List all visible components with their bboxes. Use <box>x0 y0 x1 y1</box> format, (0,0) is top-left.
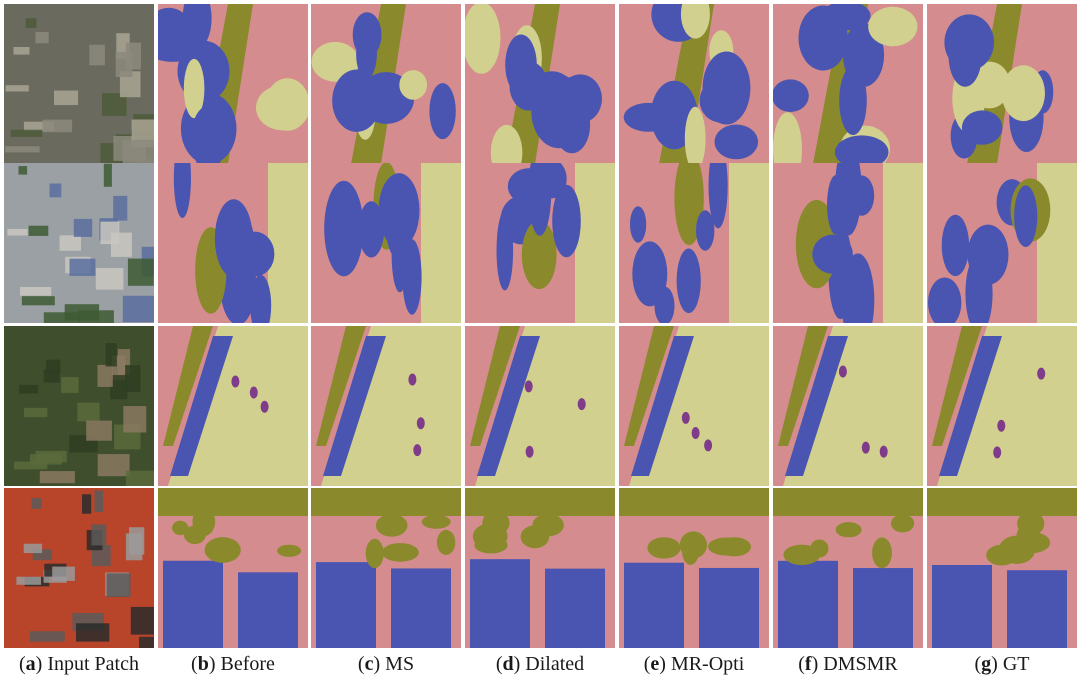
caption-e: (e) MR-Opti <box>643 653 745 675</box>
input-patch-1 <box>4 4 154 164</box>
caption-letter: d <box>502 653 514 675</box>
segmentation-panel-3 <box>927 326 1077 486</box>
segmentation-panel-4 <box>465 488 615 648</box>
segmentation-panel-2 <box>158 163 308 323</box>
caption-a: (a) Input Patch <box>19 653 139 675</box>
segmentation-panel-3 <box>465 326 615 486</box>
input-patch-3 <box>4 326 154 486</box>
segmentation-panel-3 <box>619 326 769 486</box>
caption-b: (b) Before <box>191 653 275 675</box>
segmentation-panel-4 <box>927 488 1077 648</box>
segmentation-panel-2 <box>619 163 769 323</box>
caption-letter: f <box>804 653 812 675</box>
caption-letter: e <box>650 653 660 675</box>
caption-label: MR-Opti <box>670 653 745 675</box>
segmentation-panel-1 <box>311 4 461 164</box>
caption-label: GT <box>1002 653 1030 675</box>
segmentation-panel-4 <box>158 488 308 648</box>
caption-d: (d) Dilated <box>495 653 585 675</box>
caption-f: (f) DMSMR <box>798 653 898 675</box>
caption-label: Before <box>220 653 275 675</box>
segmentation-panel-1 <box>619 4 769 164</box>
caption-letter: a <box>25 653 36 675</box>
segmentation-panel-1 <box>773 4 923 164</box>
caption-g: (g) GT <box>974 653 1030 675</box>
segmentation-panel-2 <box>465 163 615 323</box>
caption-label: Input Patch <box>47 653 139 675</box>
caption-letter: g <box>981 653 992 675</box>
segmentation-panel-2 <box>311 163 461 323</box>
input-patch-4 <box>4 488 154 648</box>
segmentation-panel-2 <box>927 163 1077 323</box>
caption-label: MS <box>385 653 415 675</box>
input-patch-2 <box>4 163 154 323</box>
segmentation-panel-1 <box>158 4 308 164</box>
caption-label: Dilated <box>525 653 585 675</box>
segmentation-panel-2 <box>773 163 923 323</box>
segmentation-panel-4 <box>619 488 769 648</box>
segmentation-panel-1 <box>465 4 615 164</box>
caption-c: (c) MS <box>357 653 415 675</box>
segmentation-panel-3 <box>311 326 461 486</box>
segmentation-panel-1 <box>927 4 1077 164</box>
segmentation-panel-3 <box>158 326 308 486</box>
segmentation-panel-4 <box>311 488 461 648</box>
caption-letter: b <box>197 653 209 675</box>
caption-label: DMSMR <box>823 653 898 675</box>
segmentation-panel-3 <box>773 326 923 486</box>
segmentation-panel-4 <box>773 488 923 648</box>
caption-letter: c <box>364 653 374 675</box>
